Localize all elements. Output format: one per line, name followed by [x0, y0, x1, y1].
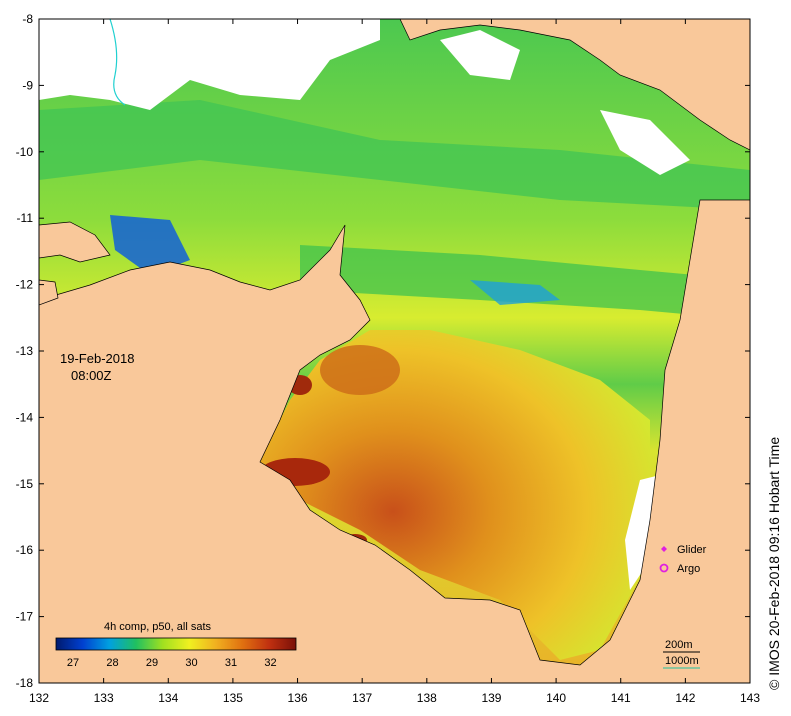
land-new-guinea	[399, 19, 750, 151]
y-tick-label: -12	[16, 278, 34, 292]
cloud-southeast	[625, 475, 660, 590]
marker-legend: Glider Argo	[659, 544, 707, 575]
y-tick-label: -9	[22, 78, 33, 92]
river-line	[109, 19, 126, 106]
y-tick-label: -17	[16, 610, 34, 624]
x-tick-label: 138	[417, 691, 437, 705]
colorbar-tick-label: 29	[146, 657, 158, 669]
x-tick-label: 134	[158, 691, 178, 705]
land-melville	[39, 279, 59, 306]
y-tick-label: -10	[16, 145, 34, 159]
cloud-north	[39, 19, 380, 110]
colorbar-tick-label: 27	[67, 657, 79, 669]
warm-water-region	[255, 330, 650, 660]
x-tick-label: 137	[352, 691, 372, 705]
x-tick-label: 142	[675, 691, 695, 705]
date-label: 19-Feb-2018	[60, 351, 134, 366]
x-tick-label: 140	[546, 691, 566, 705]
legend-label: Glider	[677, 544, 707, 556]
time-label: 08:00Z	[71, 368, 112, 383]
colorbar-ticks: 27 28 29 30 31 32	[67, 657, 277, 669]
credit-text: © IMOS 20-Feb-2018 09:16 Hobart Time	[766, 437, 782, 690]
y-axis: -8 -9 -10 -11 -12 -13 -14 -15 -16 -17 -18	[16, 12, 750, 690]
cloud-northeast	[440, 30, 520, 80]
colorbar-tick-label: 32	[264, 657, 276, 669]
x-tick-label: 136	[288, 691, 308, 705]
glider-marker-icon	[661, 546, 667, 552]
land-islands	[39, 221, 111, 263]
cool-band-middle	[300, 245, 750, 320]
warm-patch	[320, 345, 400, 395]
cold-patch	[110, 215, 190, 275]
colorbar-tick-label: 28	[106, 657, 118, 669]
colorbar-title: 4h comp, p50, all sats	[104, 621, 212, 633]
x-tick-label: 133	[94, 691, 114, 705]
x-tick-label: 135	[223, 691, 243, 705]
y-tick-label: -15	[16, 477, 34, 491]
x-tick-label: 141	[611, 691, 631, 705]
cool-patch-blue	[470, 280, 560, 305]
cool-band-north	[39, 100, 750, 210]
argo-marker-icon	[659, 563, 669, 573]
land-arnhem	[39, 199, 750, 683]
y-tick-label: -8	[22, 12, 33, 26]
colorbar: 4h comp, p50, all sats 27 28 29 30 31 32	[55, 621, 297, 669]
colorbar-tick-label: 30	[185, 657, 197, 669]
y-tick-label: -13	[16, 344, 34, 358]
x-tick-label: 143	[740, 691, 760, 705]
colorbar-tick-label: 31	[225, 657, 237, 669]
y-tick-label: -11	[17, 211, 34, 225]
x-tick-label: 139	[481, 691, 501, 705]
legend-label: Argo	[677, 563, 700, 575]
x-tick-label: 132	[29, 691, 49, 705]
y-tick-label: -16	[16, 543, 34, 557]
contour-200m-label: 200m	[665, 639, 693, 651]
y-tick-label: -14	[16, 410, 34, 424]
colorbar-scale	[55, 637, 297, 651]
y-tick-label: -18	[16, 676, 34, 690]
contour-legend: 200m 1000m	[663, 639, 700, 669]
x-axis: 132 133 134 135 136 137 138 139 140 141 142 143	[29, 19, 760, 705]
contour-1000m-label: 1000m	[665, 655, 699, 667]
cloud-east	[600, 110, 690, 175]
